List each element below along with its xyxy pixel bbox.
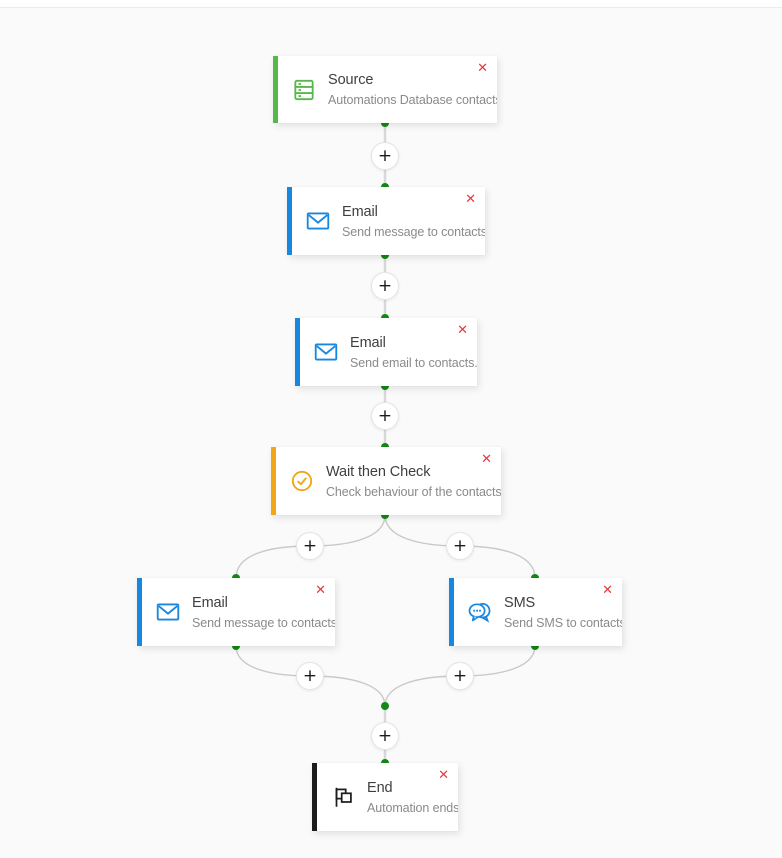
node-subtitle: Send SMS to contacts.: [504, 615, 622, 630]
node-title: Email: [192, 594, 228, 611]
delete-node-button[interactable]: ✕: [315, 583, 326, 598]
add-step-button[interactable]: +: [371, 142, 399, 170]
email-icon: [313, 339, 339, 365]
node-subtitle: Send message to contacts.: [342, 224, 485, 239]
add-step-button[interactable]: +: [371, 722, 399, 750]
node-title: Source: [328, 72, 374, 88]
delete-node-button[interactable]: ✕: [481, 452, 492, 467]
add-step-button[interactable]: +: [371, 402, 399, 430]
node-source[interactable]: Source Automations Database contacts ✕: [273, 56, 497, 123]
delete-node-button[interactable]: ✕: [477, 61, 488, 76]
check-circle-icon: [289, 468, 315, 494]
add-step-button[interactable]: +: [446, 532, 474, 560]
node-subtitle: Check behaviour of the contacts.: [326, 484, 501, 499]
node-text: End Automation ends.: [367, 779, 458, 816]
node-text: Email Send message to contacts.: [192, 594, 335, 631]
email-icon: [155, 599, 181, 625]
add-step-button[interactable]: +: [296, 532, 324, 560]
node-text: Email Send message to contacts.: [342, 203, 485, 240]
email-icon: [305, 208, 331, 234]
delete-node-button[interactable]: ✕: [602, 583, 613, 598]
node-text: SMS Send SMS to contacts.: [504, 594, 622, 631]
node-title: End: [367, 779, 393, 796]
node-subtitle: Automation ends.: [367, 800, 458, 815]
node-sms-branch[interactable]: SMS Send SMS to contacts. ✕: [449, 578, 622, 646]
database-icon: [291, 77, 317, 103]
node-subtitle: Send message to contacts.: [192, 615, 335, 630]
node-title: Wait then Check: [326, 463, 431, 480]
page-top-strip: [0, 0, 782, 8]
add-step-button[interactable]: +: [446, 662, 474, 690]
add-step-button[interactable]: +: [296, 662, 324, 690]
node-text: Wait then Check Check behaviour of the c…: [326, 463, 501, 500]
node-title: SMS: [504, 594, 536, 611]
delete-node-button[interactable]: ✕: [457, 323, 468, 338]
node-title: Email: [342, 203, 378, 220]
sms-icon: [467, 599, 493, 625]
flag-icon: [330, 784, 356, 810]
delete-node-button[interactable]: ✕: [438, 768, 449, 783]
node-text: Source Automations Database contacts: [328, 71, 497, 108]
node-subtitle: Automations Database contacts: [328, 93, 497, 107]
node-text: Email Send email to contacts.: [350, 334, 477, 371]
node-subtitle: Send email to contacts.: [350, 355, 477, 370]
node-email-branch[interactable]: Email Send message to contacts. ✕: [137, 578, 335, 646]
node-wait-then-check[interactable]: Wait then Check Check behaviour of the c…: [271, 447, 501, 515]
node-email-2[interactable]: Email Send email to contacts. ✕: [295, 318, 477, 386]
delete-node-button[interactable]: ✕: [465, 192, 476, 207]
add-step-button[interactable]: +: [371, 272, 399, 300]
node-title: Email: [350, 334, 386, 351]
node-email-1[interactable]: Email Send message to contacts. ✕: [287, 187, 485, 255]
node-end[interactable]: End Automation ends. ✕: [312, 763, 458, 831]
